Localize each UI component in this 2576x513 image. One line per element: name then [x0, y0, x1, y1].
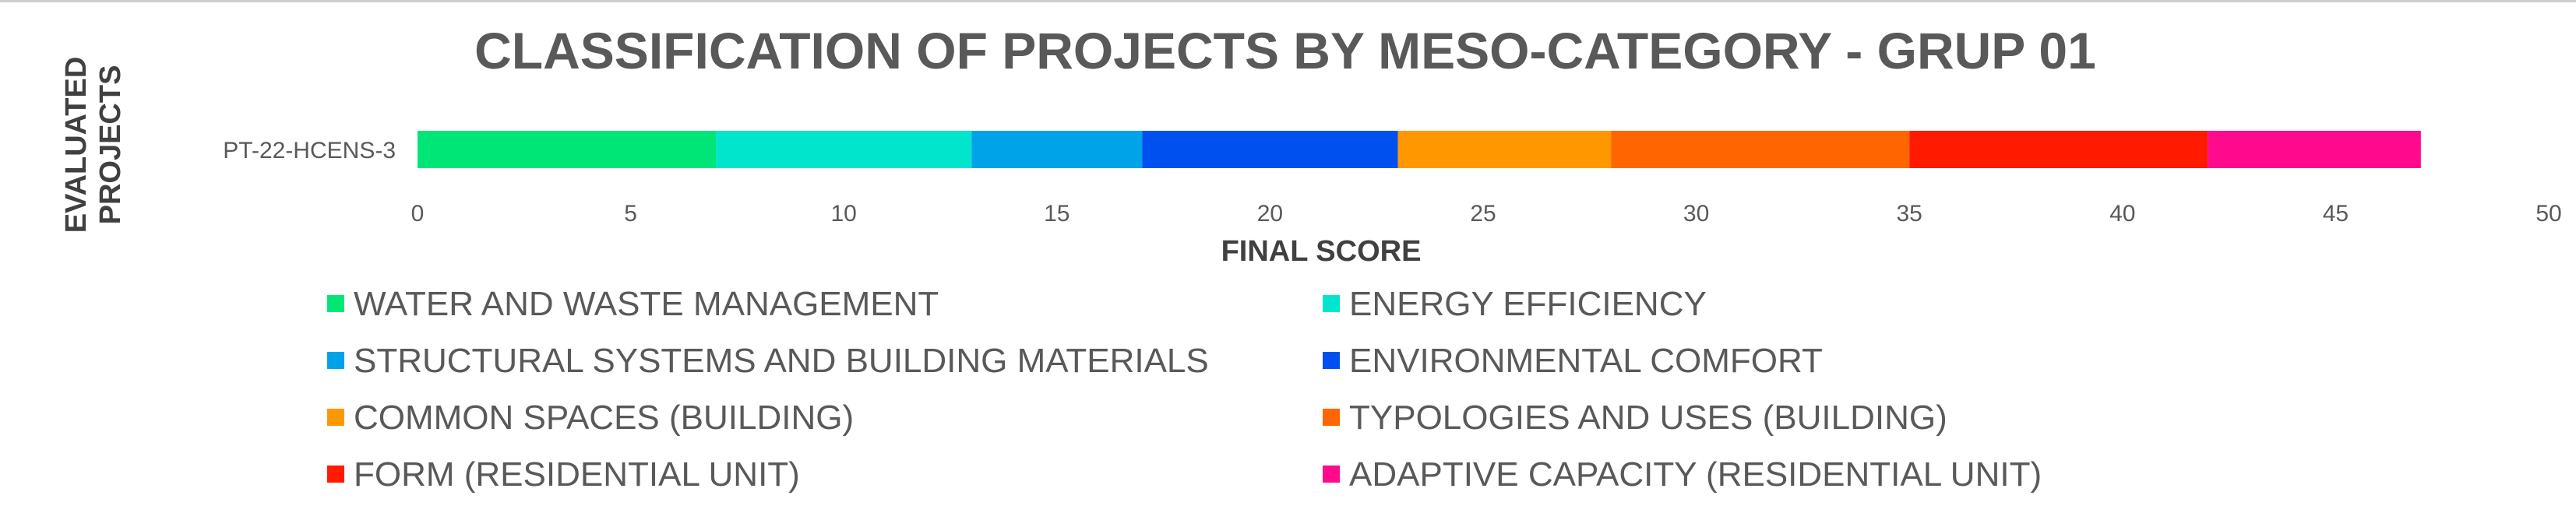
- bar-segment: [1142, 131, 1398, 168]
- bar-segment: [971, 131, 1143, 168]
- legend-label: WATER AND WASTE MANAGEMENT: [354, 285, 939, 323]
- x-tick-label: 40: [2109, 201, 2135, 227]
- bar-segment: [418, 131, 717, 168]
- x-tick-label: 15: [1044, 201, 1070, 227]
- chart-title: CLASSIFICATION OF PROJECTS BY MESO-CATEG…: [474, 22, 2096, 79]
- x-tick-label: 25: [1470, 201, 1496, 227]
- legend-label: ADAPTIVE CAPACITY (RESIDENTIAL UNIT): [1349, 455, 2042, 494]
- x-tick-label: 35: [1897, 201, 1922, 227]
- bar-segment: [1397, 131, 1612, 168]
- legend-swatch: [327, 295, 344, 312]
- x-tick-label: 50: [2535, 201, 2561, 227]
- legend-swatch: [327, 466, 344, 483]
- bar-segments: [418, 131, 2421, 168]
- bar-segment: [716, 131, 972, 168]
- legend-swatch: [1323, 409, 1340, 426]
- y-axis-title: EVALUATEDPROJECTS: [60, 57, 127, 234]
- bar-segment: [1611, 131, 1910, 168]
- bar-segment: [2208, 131, 2421, 168]
- x-tick-label: 10: [831, 201, 857, 227]
- x-tick-label: 0: [411, 201, 425, 227]
- x-tick-label: 5: [624, 201, 637, 227]
- legend-swatch: [327, 409, 344, 426]
- legend-swatch: [327, 352, 344, 369]
- y-axis-title-line: EVALUATED: [60, 57, 93, 234]
- legend-label: TYPOLOGIES AND USES (BUILDING): [1349, 399, 1947, 437]
- category-label: PT-22-HCENS-3: [223, 138, 396, 163]
- bar-segment: [1909, 131, 2208, 168]
- legend-label: STRUCTURAL SYSTEMS AND BUILDING MATERIAL…: [354, 342, 1209, 380]
- legend-label: FORM (RESIDENTIAL UNIT): [354, 455, 800, 494]
- y-axis-title-line: PROJECTS: [94, 65, 127, 225]
- legend-label: ENVIRONMENTAL COMFORT: [1349, 342, 1823, 380]
- top-divider: [0, 0, 2576, 2]
- x-tick-label: 20: [1257, 201, 1283, 227]
- legend-label: ENERGY EFFICIENCY: [1349, 285, 1707, 323]
- x-axis-title: FINAL SCORE: [1221, 235, 1422, 268]
- legend-swatch: [1323, 295, 1340, 312]
- x-tick-label: 30: [1683, 201, 1709, 227]
- legend-label: COMMON SPACES (BUILDING): [354, 399, 854, 437]
- legend-swatch: [1323, 352, 1340, 369]
- x-axis-ticks: 0 5 10 15 20 25 30 35 40 45 50: [411, 201, 2562, 227]
- x-tick-label: 45: [2323, 201, 2349, 227]
- category-labels: PT-22-HCENS-3: [223, 138, 396, 163]
- legend-swatch: [1323, 466, 1340, 483]
- legend: WATER AND WASTE MANAGEMENT ENERGY EFFICIE…: [327, 285, 2042, 494]
